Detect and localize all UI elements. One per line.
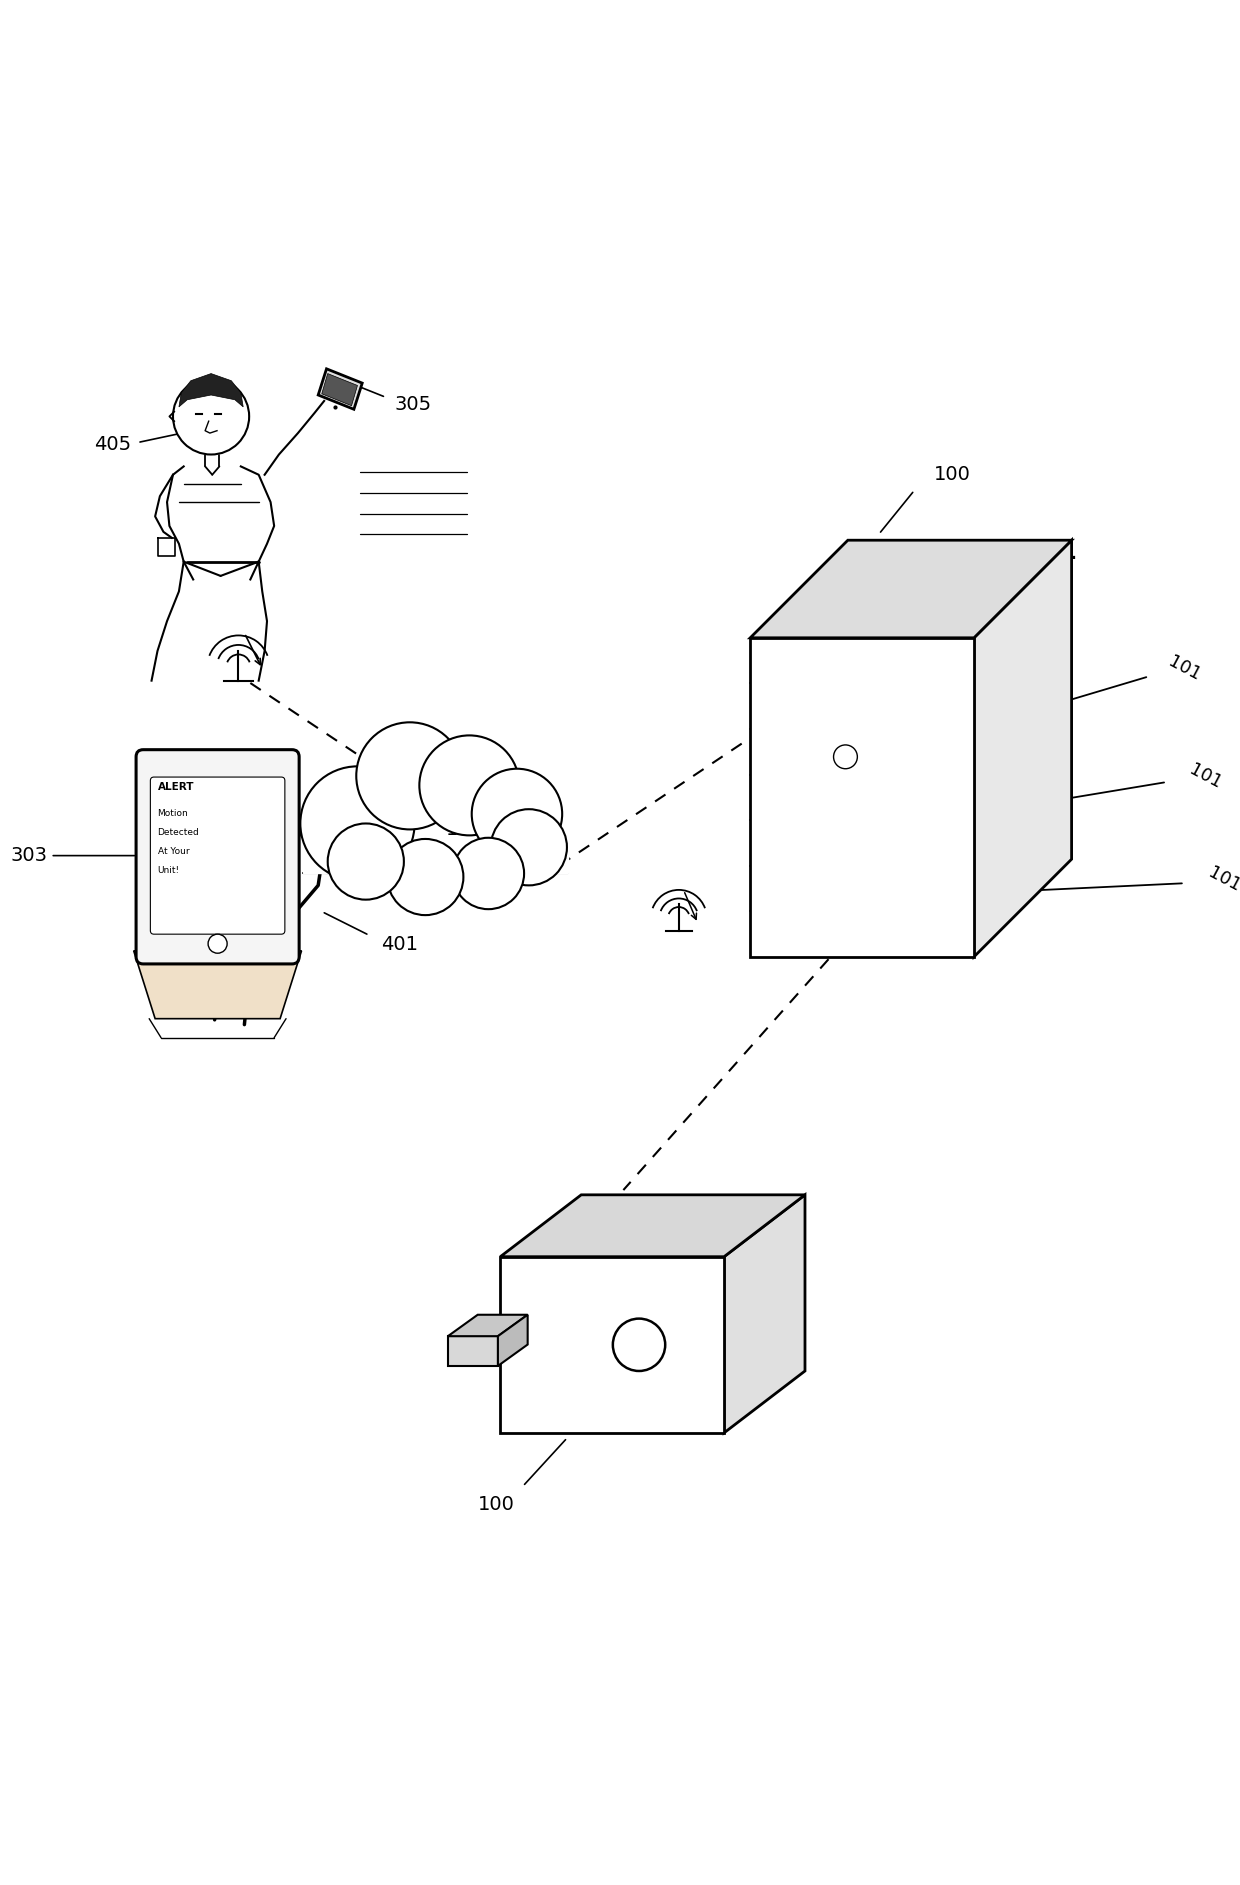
Text: 100: 100: [934, 466, 971, 484]
Polygon shape: [750, 637, 973, 958]
Polygon shape: [973, 541, 1071, 958]
Text: FIG. 1: FIG. 1: [999, 541, 1078, 564]
Text: Detected: Detected: [157, 828, 200, 837]
Circle shape: [356, 722, 464, 829]
Circle shape: [327, 824, 404, 899]
Polygon shape: [303, 822, 568, 873]
Text: 303: 303: [10, 846, 47, 865]
Circle shape: [172, 379, 249, 454]
FancyBboxPatch shape: [136, 750, 299, 963]
Text: At Your: At Your: [157, 848, 190, 856]
Circle shape: [419, 735, 520, 835]
Text: 101: 101: [1205, 863, 1240, 895]
Polygon shape: [750, 541, 1071, 637]
Text: 107: 107: [446, 820, 484, 839]
Circle shape: [471, 769, 562, 860]
Circle shape: [491, 809, 567, 886]
Polygon shape: [498, 1314, 528, 1367]
Text: 100: 100: [479, 1495, 515, 1514]
Text: 401: 401: [381, 935, 418, 954]
Circle shape: [833, 745, 857, 769]
Text: Motion: Motion: [157, 809, 188, 818]
Text: 101: 101: [1185, 760, 1224, 792]
Polygon shape: [179, 373, 243, 407]
Polygon shape: [134, 950, 301, 1018]
Polygon shape: [724, 1195, 805, 1433]
Polygon shape: [500, 1257, 724, 1433]
Circle shape: [300, 767, 414, 880]
Polygon shape: [321, 373, 357, 405]
Polygon shape: [500, 1195, 805, 1257]
Polygon shape: [448, 1314, 528, 1336]
Circle shape: [613, 1320, 665, 1370]
Polygon shape: [448, 1336, 498, 1367]
Circle shape: [453, 837, 525, 909]
Text: 101: 101: [1166, 652, 1204, 684]
Circle shape: [387, 839, 464, 914]
Text: Unit!: Unit!: [157, 867, 180, 875]
Circle shape: [208, 935, 227, 954]
Text: ALERT: ALERT: [157, 782, 193, 792]
Text: 305: 305: [394, 396, 432, 415]
FancyBboxPatch shape: [150, 777, 285, 935]
Text: 405: 405: [94, 435, 131, 454]
Polygon shape: [319, 369, 362, 409]
